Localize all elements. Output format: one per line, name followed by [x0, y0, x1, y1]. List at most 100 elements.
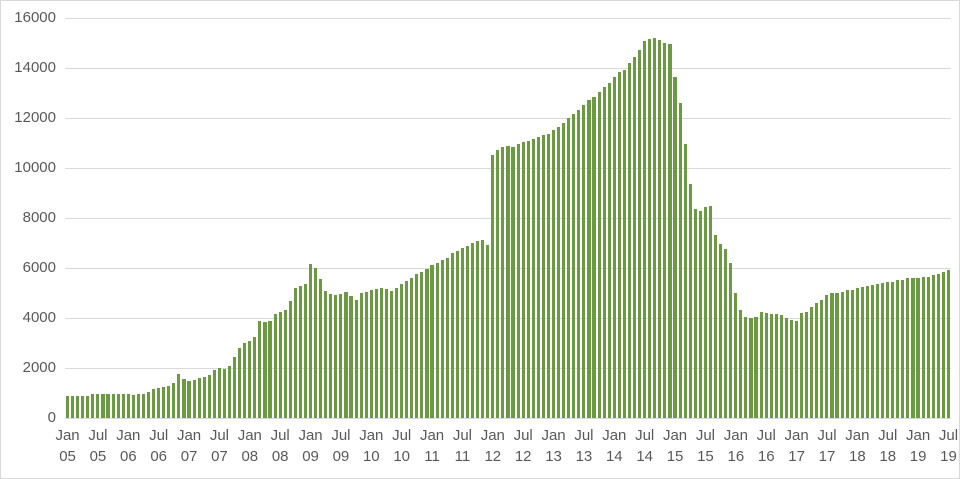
x-axis-label-year: 14 — [636, 448, 654, 465]
y-axis-label-6000: 6000 — [22, 259, 56, 276]
x-axis-label-month: Jul — [88, 427, 108, 444]
bar-month-44 — [288, 300, 292, 418]
bar-slot — [703, 18, 708, 418]
bar-month-36 — [248, 340, 252, 418]
x-axis-label-Jul-05: Jul 05 — [73, 425, 123, 467]
bar-slot — [70, 18, 75, 418]
bar-month-117 — [658, 39, 662, 418]
bar-slot — [880, 18, 885, 418]
x-axis-label-Jul-16: Jul 16 — [741, 425, 791, 467]
bar-month-60 — [369, 290, 373, 418]
bar-slot — [435, 18, 440, 418]
x-axis-label-Jul-11: Jul 11 — [437, 425, 487, 467]
bar-slot — [252, 18, 257, 418]
bar-slot — [667, 18, 672, 418]
bar-slot — [440, 18, 445, 418]
bar-month-118 — [663, 42, 667, 418]
bar-month-82 — [481, 239, 485, 418]
bar-slot — [566, 18, 571, 418]
bar-slot — [946, 18, 951, 418]
bar-slot — [354, 18, 359, 418]
bar-month-136 — [754, 316, 758, 418]
x-axis-label-month: Jul — [938, 427, 959, 444]
bar-month-70 — [420, 271, 424, 418]
bar-month-51 — [324, 291, 328, 418]
bar-month-101 — [577, 110, 581, 418]
bar-month-119 — [668, 44, 672, 418]
bar-slot — [151, 18, 156, 418]
x-axis-label-month: Jan — [419, 427, 445, 444]
bar-month-121 — [678, 102, 682, 418]
bar-month-12 — [126, 393, 130, 418]
bar-month-15 — [141, 394, 146, 418]
bar-slot — [212, 18, 217, 418]
bar-month-112 — [632, 56, 637, 418]
bar-slot — [343, 18, 348, 418]
x-axis-label-Jan-07: Jan 07 — [164, 425, 214, 467]
bar-slot — [283, 18, 288, 418]
bar-slot — [247, 18, 252, 418]
bar-month-128 — [713, 235, 718, 418]
bar-month-146 — [805, 311, 809, 418]
bar-slot — [885, 18, 890, 418]
x-axis-label-month: Jan — [723, 427, 748, 444]
bar-slot — [799, 18, 804, 418]
bar-slot — [865, 18, 870, 418]
bar-month-95 — [546, 133, 551, 418]
bar-slot — [804, 18, 809, 418]
bar-slot — [293, 18, 298, 418]
bar-month-156 — [855, 288, 859, 418]
y-axis-label-12000: 12000 — [14, 109, 56, 126]
bar-month-104 — [592, 96, 596, 418]
x-axis-label-month: Jan — [116, 427, 141, 444]
bar-slot — [698, 18, 703, 418]
bar-slot — [465, 18, 470, 418]
bar-month-4 — [86, 395, 90, 418]
bar-month-90 — [521, 142, 525, 418]
bar-slot — [384, 18, 389, 418]
bar-month-55 — [344, 291, 348, 418]
bar-slot — [592, 18, 597, 418]
bar-month-167 — [911, 278, 915, 418]
bar-month-86 — [501, 147, 505, 418]
bar-slot — [156, 18, 161, 418]
bar-month-41 — [273, 313, 277, 418]
bar-month-171 — [931, 275, 935, 418]
bar-month-42 — [278, 311, 282, 418]
bar-slot — [688, 18, 693, 418]
bar-month-113 — [638, 50, 642, 418]
bar-slot — [197, 18, 202, 418]
x-axis-label-month: Jul — [331, 427, 351, 444]
bar-slot — [333, 18, 338, 418]
bar-slot — [475, 18, 480, 418]
bar-slot — [146, 18, 151, 418]
bar-month-1 — [71, 395, 75, 418]
bar-slot — [298, 18, 303, 418]
bar-slot — [85, 18, 90, 418]
bar-month-61 — [374, 289, 378, 418]
bar-month-66 — [400, 283, 404, 418]
bar-slot — [809, 18, 814, 418]
bar-slot — [759, 18, 764, 418]
bar-month-110 — [622, 70, 626, 418]
bar-month-28 — [207, 375, 211, 418]
bar-month-0 — [65, 395, 70, 418]
bar-month-38 — [258, 320, 262, 418]
bar-slot — [126, 18, 131, 418]
x-axis-label-Jan-17: Jan 17 — [772, 425, 822, 467]
bar-slot — [232, 18, 237, 418]
bar-month-14 — [136, 394, 140, 418]
bar-slot — [318, 18, 323, 418]
x-axis-label-Jan-08: Jan 08 — [225, 425, 275, 467]
x-axis-label-Jul-07: Jul 07 — [194, 425, 244, 467]
bar-slot — [414, 18, 419, 418]
bar-slot — [627, 18, 632, 418]
bar-slot — [794, 18, 799, 418]
bar-month-25 — [192, 379, 196, 418]
y-axis-label-2000: 2000 — [22, 359, 56, 376]
bar-month-105 — [597, 91, 601, 418]
x-axis-label-Jan-15: Jan 15 — [650, 425, 700, 467]
bar-slot — [870, 18, 875, 418]
bar-slot — [602, 18, 607, 418]
bar-slot — [242, 18, 247, 418]
